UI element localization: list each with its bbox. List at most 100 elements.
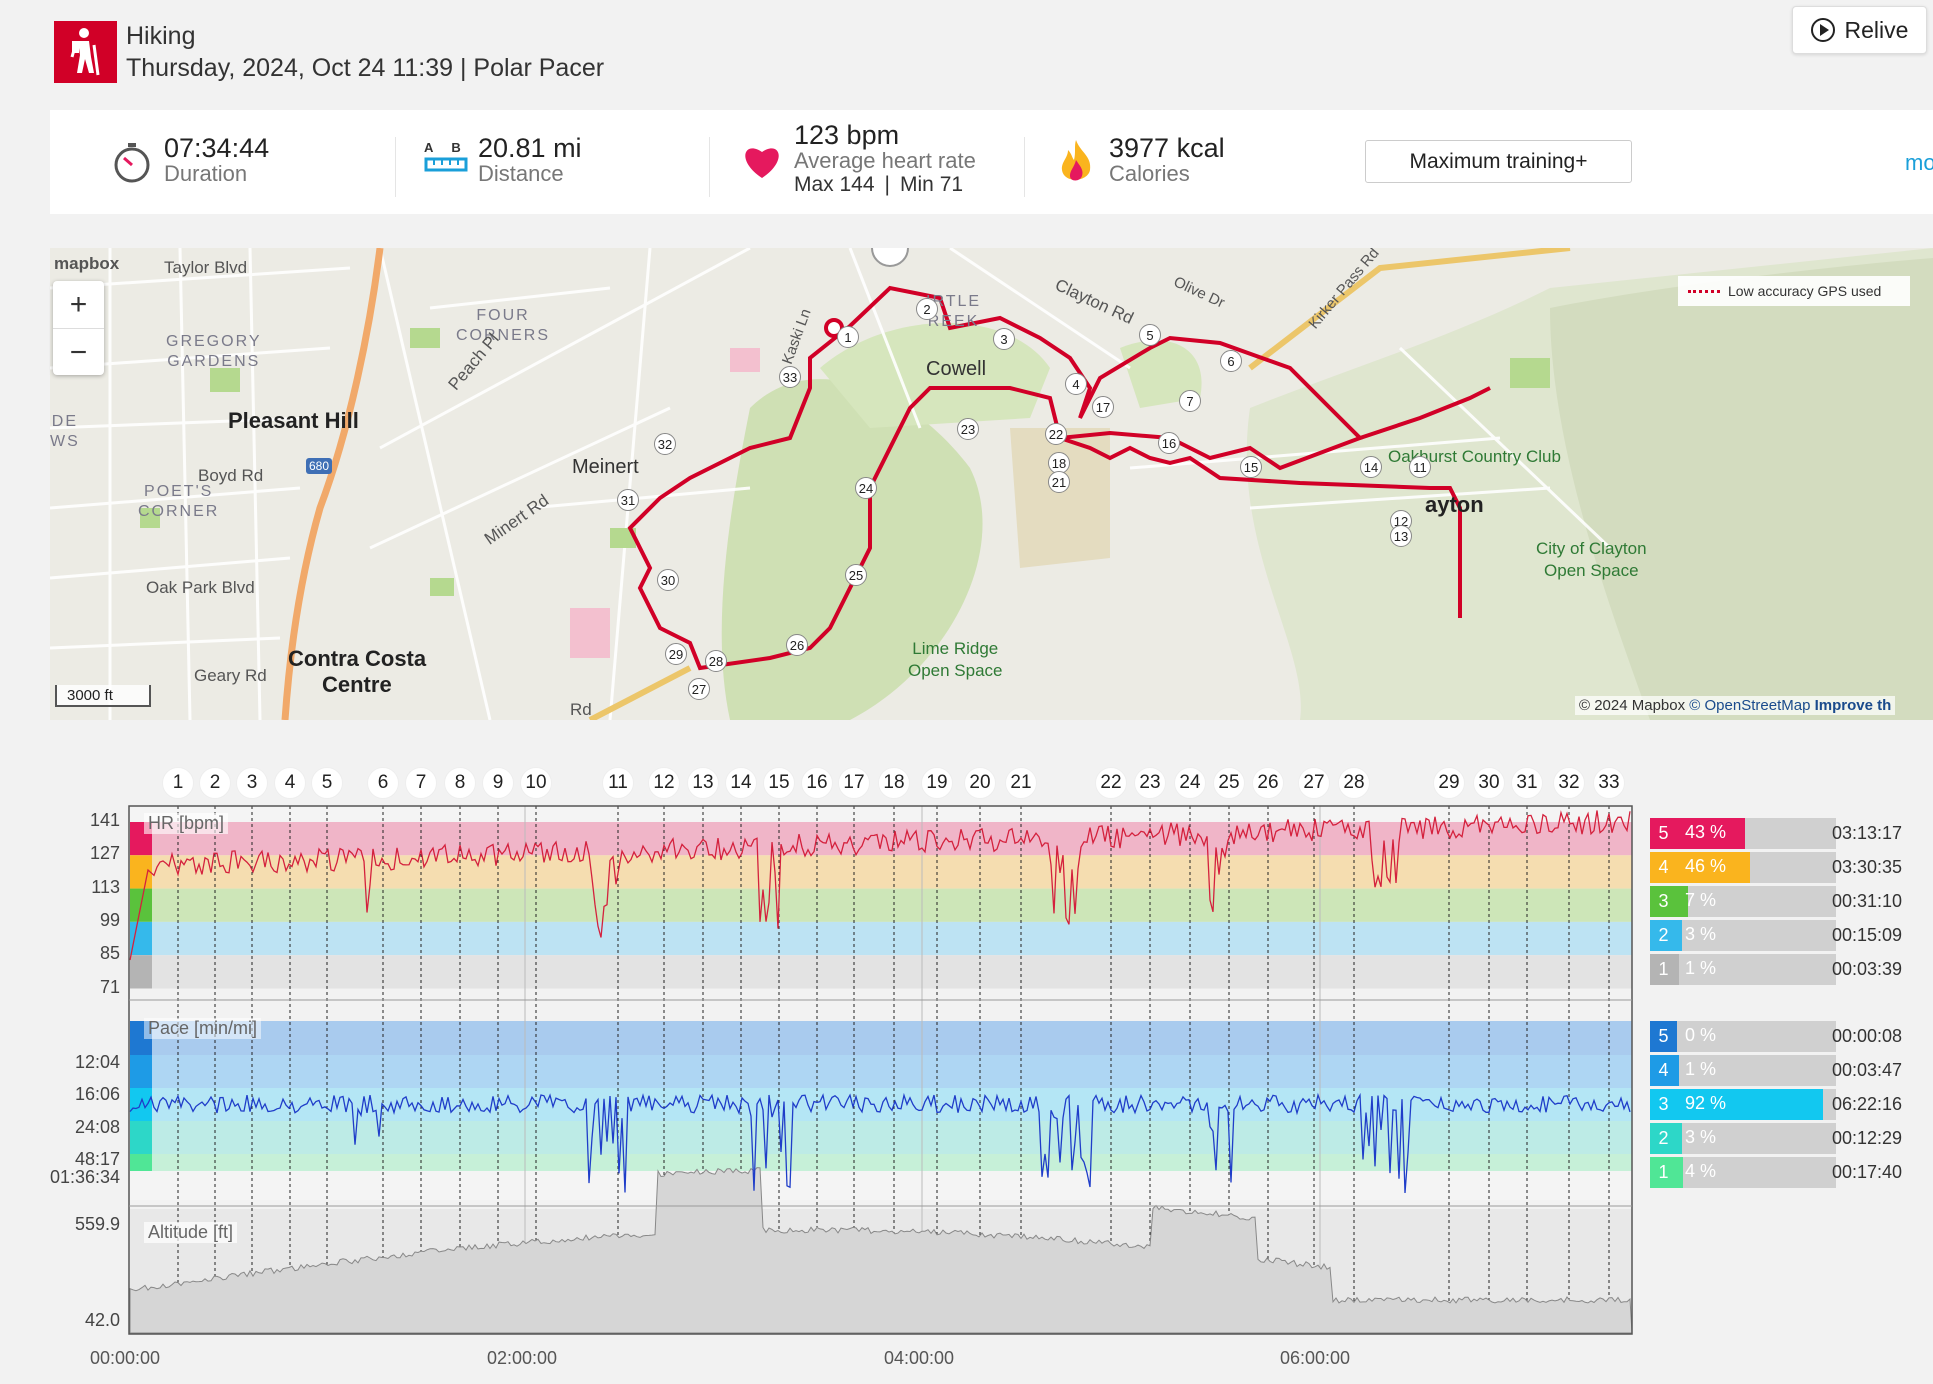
lap-badge[interactable]: 13	[687, 767, 719, 799]
lap-badge[interactable]: 3	[236, 767, 268, 799]
osm-link[interactable]: © OpenStreetMap	[1689, 697, 1811, 714]
lap-badge[interactable]: 30	[1473, 767, 1505, 799]
route-marker[interactable]: 33	[779, 366, 801, 388]
pace-zone-bar: 0 %	[1677, 1021, 1836, 1052]
pace-zone-row: 1 4 %	[1650, 1157, 1836, 1188]
route-marker[interactable]: 28	[705, 650, 727, 672]
hr-zone-number: 5	[1650, 818, 1677, 849]
lap-badge[interactable]: 5	[311, 767, 343, 799]
route-marker[interactable]: 13	[1390, 525, 1412, 547]
lap-badge[interactable]: 12	[648, 767, 680, 799]
lap-badge[interactable]: 27	[1298, 767, 1330, 799]
route-marker[interactable]: 30	[657, 569, 679, 591]
route-marker[interactable]: 32	[654, 433, 676, 455]
lap-badge[interactable]: 19	[921, 767, 953, 799]
hr-zone-number: 1	[1650, 954, 1677, 985]
lap-badge[interactable]: 20	[964, 767, 996, 799]
lap-badge[interactable]: 9	[482, 767, 514, 799]
lap-badge[interactable]: 16	[801, 767, 833, 799]
route-marker[interactable]: 14	[1360, 456, 1382, 478]
lap-badge[interactable]: 7	[405, 767, 437, 799]
pace-zone-time: 00:03:47	[1832, 1060, 1903, 1080]
hr-zone-fill	[1677, 920, 1682, 951]
lap-badge[interactable]: 6	[367, 767, 399, 799]
pace-zone-marker	[130, 1055, 152, 1088]
route-marker[interactable]: 17	[1092, 396, 1114, 418]
lap-badge[interactable]: 22	[1095, 767, 1127, 799]
lap-badge[interactable]: 31	[1511, 767, 1543, 799]
altitude-axis-tick: 42.0	[84, 1310, 120, 1330]
zoom-in-button[interactable]: +	[69, 287, 88, 321]
more-link[interactable]: mo	[1905, 150, 1933, 175]
route-marker[interactable]: 4	[1065, 373, 1087, 395]
lap-badge[interactable]: 8	[444, 767, 476, 799]
route-marker[interactable]: 5	[1139, 324, 1161, 346]
lap-badge[interactable]: 32	[1553, 767, 1585, 799]
town-label: Meinert	[572, 456, 639, 478]
hr-zone-marker	[130, 955, 152, 989]
route-marker[interactable]: 1	[837, 326, 859, 348]
route-marker[interactable]: 3	[993, 328, 1015, 350]
route-marker[interactable]: 31	[617, 489, 639, 511]
pace-axis-tick: 48:17	[74, 1149, 120, 1169]
max-hr: Max 144	[794, 173, 875, 196]
pace-line	[129, 1092, 1631, 1194]
route-marker[interactable]: 26	[786, 634, 808, 656]
lap-badge[interactable]: 29	[1433, 767, 1465, 799]
lap-badge[interactable]: 25	[1213, 767, 1245, 799]
route-marker[interactable]: 15	[1240, 456, 1262, 478]
route-marker[interactable]: 7	[1179, 390, 1201, 412]
lap-badge[interactable]: 1	[162, 767, 194, 799]
hr-zone-number: 3	[1650, 886, 1677, 917]
route-marker[interactable]: 25	[845, 564, 867, 586]
route-marker[interactable]: 24	[855, 477, 877, 499]
lap-badge[interactable]: 14	[725, 767, 757, 799]
lap-badge[interactable]: 26	[1252, 767, 1284, 799]
lap-badge[interactable]: 10	[520, 767, 552, 799]
improve-map-link[interactable]: Improve th	[1814, 697, 1892, 714]
pace-axis-tick: 12:04	[74, 1052, 120, 1072]
lap-badge[interactable]: 24	[1174, 767, 1206, 799]
divider	[1024, 137, 1025, 197]
route-marker[interactable]: 29	[665, 643, 687, 665]
relive-button[interactable]: Relive	[1792, 6, 1927, 54]
pace-zone-fill	[1677, 1157, 1684, 1188]
hr-zone-bar: 1 %	[1677, 954, 1836, 985]
pace-zone-fill	[1677, 1123, 1682, 1154]
lap-badge[interactable]: 23	[1134, 767, 1166, 799]
route-marker[interactable]: 16	[1158, 432, 1180, 454]
training-benefit-button[interactable]: Maximum training+	[1365, 140, 1632, 183]
route-marker[interactable]: 11	[1409, 456, 1431, 478]
hr-zone-percent: 1 %	[1685, 958, 1717, 978]
flame-icon	[1058, 138, 1094, 189]
session-subtitle: Thursday, 2024, Oct 24 11:39 | Polar Pac…	[126, 54, 605, 82]
hr-zone-time: 00:31:10	[1832, 891, 1903, 911]
lap-badge[interactable]: 2	[199, 767, 231, 799]
hr-zone-bar: 46 %	[1677, 852, 1836, 883]
route-marker[interactable]: 23	[957, 418, 979, 440]
lap-badge[interactable]: 11	[602, 767, 634, 799]
lap-badge[interactable]: 15	[763, 767, 795, 799]
route-marker[interactable]: 22	[1045, 423, 1067, 445]
route-marker[interactable]: 2	[916, 298, 938, 320]
lap-badge[interactable]: 18	[878, 767, 910, 799]
lap-badge[interactable]: 21	[1005, 767, 1037, 799]
route-map[interactable]: mapbox Taylor Blvd FOUR CORNERS GREGORY GA…	[50, 248, 1933, 720]
route-marker[interactable]: 27	[688, 678, 710, 700]
pace-zone-fill	[1677, 1055, 1679, 1086]
area-label: FOUR CORNERS	[456, 307, 551, 344]
mapbox-link[interactable]: © 2024 Mapbox	[1579, 697, 1686, 714]
duration-label: Duration	[164, 161, 248, 186]
pace-zone-percent: 1 %	[1685, 1059, 1717, 1079]
pace-zone-marker	[130, 1154, 152, 1171]
park-label: Lime Ridge Open Space	[908, 639, 1003, 680]
lap-badge[interactable]: 4	[274, 767, 306, 799]
lap-badge[interactable]: 28	[1338, 767, 1370, 799]
route-marker[interactable]: 18	[1048, 452, 1070, 474]
route-marker[interactable]: 21	[1048, 471, 1070, 493]
zoom-out-button[interactable]: −	[69, 335, 88, 369]
route-marker[interactable]: 6	[1220, 350, 1242, 372]
lap-badge[interactable]: 17	[838, 767, 870, 799]
lap-badge[interactable]: 33	[1593, 767, 1625, 799]
